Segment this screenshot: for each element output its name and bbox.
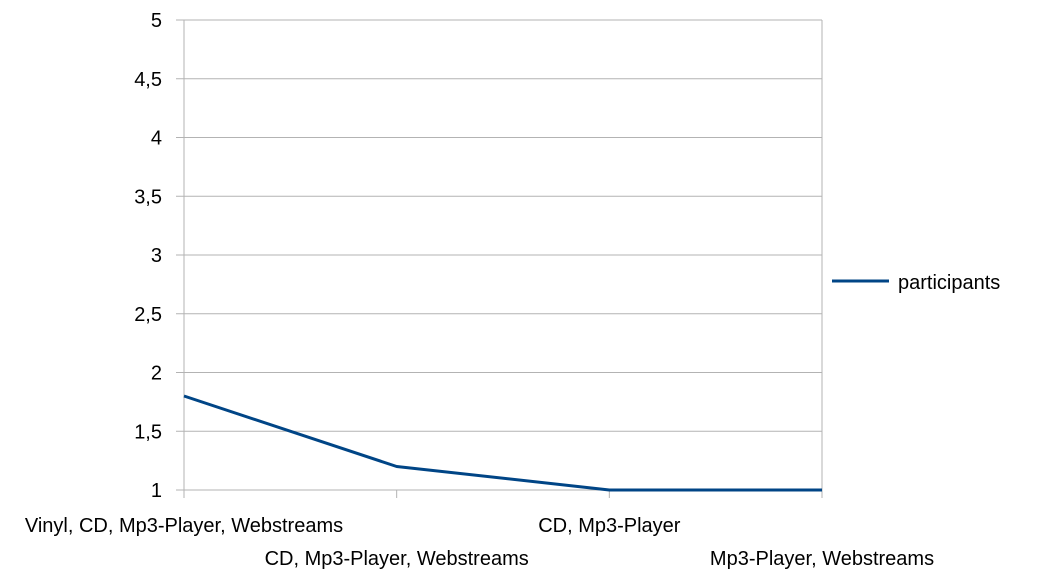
y-tick-label: 3,5 <box>134 186 162 208</box>
x-axis-ticks: Vinyl, CD, Mp3-Player, Webstreams CD, Mp3… <box>25 490 934 570</box>
series-line-participants <box>183 394 822 492</box>
y-tick-label: 1,5 <box>134 421 162 443</box>
y-tick-label: 2,5 <box>134 304 162 326</box>
y-tick-label: 4,5 <box>134 69 162 91</box>
grid-lines <box>184 19 822 491</box>
x-tick-label: Vinyl, CD, Mp3-Player, Webstreams <box>25 515 343 537</box>
y-axis-ticks: 1 1,5 2 2,5 3 3,5 4 4,5 5 <box>134 10 184 502</box>
x-tick-label: Mp3-Player, Webstreams <box>710 548 934 570</box>
x-tick-label: CD, Mp3-Player <box>538 515 681 537</box>
legend: participants <box>832 272 1000 294</box>
legend-label: participants <box>898 272 1000 294</box>
y-tick-label: 5 <box>151 10 162 32</box>
y-tick-label: 3 <box>151 245 162 267</box>
y-tick-label: 2 <box>151 363 162 385</box>
y-tick-label: 4 <box>151 128 162 150</box>
x-tick-label: CD, Mp3-Player, Webstreams <box>265 548 529 570</box>
y-tick-label: 1 <box>151 480 162 502</box>
series-lines <box>183 394 822 492</box>
